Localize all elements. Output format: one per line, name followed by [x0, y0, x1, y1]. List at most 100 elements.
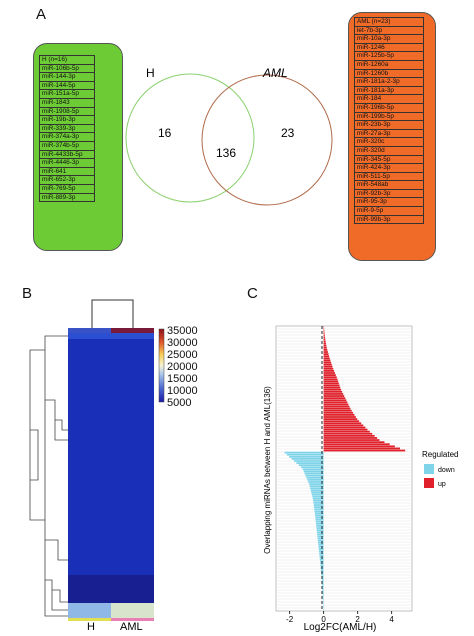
bar-up	[323, 361, 332, 364]
x-tick-label: 4	[389, 615, 394, 624]
bar-up	[323, 367, 334, 370]
bar-down	[322, 600, 324, 603]
plot-background	[275, 325, 413, 612]
bar-up	[323, 384, 340, 387]
bar-down	[316, 527, 324, 529]
log2fc-chart: -2 0 2 4 Log2FC(AML/H) Overlapping miRNAs b…	[263, 325, 458, 633]
bar-down	[323, 604, 324, 607]
bar-down	[314, 510, 324, 513]
bar-down	[296, 462, 324, 464]
bar-up	[323, 403, 349, 406]
bar-up	[323, 397, 346, 400]
h-row: miR-889-3p	[39, 192, 95, 203]
colorbar	[158, 328, 165, 403]
bar-down	[286, 453, 324, 456]
aml-row: miR-99b-3p	[354, 214, 424, 225]
venn-circle-aml	[201, 74, 333, 206]
bar-down	[317, 539, 324, 542]
bar-down	[320, 569, 324, 571]
colorbar-ticks: 35000 30000 25000 20000 15000 10000 5000	[167, 325, 198, 409]
bar-up	[323, 357, 330, 360]
bar-down	[306, 476, 324, 479]
bar-up	[323, 445, 395, 448]
bar-down	[322, 590, 324, 592]
bar-up	[323, 351, 328, 353]
bar-down	[316, 531, 324, 534]
legend-label-down: down	[438, 467, 455, 474]
bar-down	[322, 585, 324, 588]
colorbar-tick-30000: 30000	[167, 337, 198, 349]
legend-swatch-up	[424, 478, 434, 488]
bar-up	[323, 401, 348, 404]
bar-up	[323, 411, 354, 414]
bar-up	[323, 346, 327, 349]
h-mirna-name: miR-889-3p	[39, 192, 95, 203]
aml-mirna-name: miR-99b-3p	[354, 214, 424, 225]
row-dendrogram	[29, 335, 68, 617]
bar-down	[320, 564, 324, 567]
aml-unique-mirna-table: AML (n=23) let-7b-3p miR-10a-3p miR-1246 miR…	[354, 17, 424, 225]
bar-up	[323, 372, 335, 374]
bar-down	[322, 587, 324, 590]
heatmap-top-band	[68, 333, 154, 339]
bar-down	[313, 504, 324, 506]
bar-down	[308, 481, 324, 483]
x-axis-label: Log2FC(AML/H)	[304, 622, 377, 633]
heatmap-body	[68, 328, 154, 618]
bar-up	[323, 422, 362, 425]
bar-down	[305, 474, 324, 477]
bar-up	[323, 336, 325, 339]
bar-down	[321, 583, 324, 586]
column-dendrogram	[91, 299, 134, 328]
bar-up	[323, 428, 368, 431]
bar-up	[323, 355, 330, 358]
bar-up	[323, 353, 329, 356]
bar-down	[311, 491, 324, 494]
bar-up	[323, 380, 339, 383]
bar-down	[314, 506, 324, 509]
bar-up	[323, 378, 338, 381]
heatmap-panel: H AML 35000 30000 25000 20000 15000 1000…	[29, 299, 198, 633]
colorbar-tick-10000: 10000	[167, 385, 198, 397]
legend-title: Regulated	[422, 450, 458, 459]
bar-down	[315, 520, 324, 523]
heatmap-xlabel-h: H	[87, 621, 95, 633]
bar-up	[323, 344, 327, 347]
panel-label-b: B	[22, 285, 33, 302]
bar-down	[319, 558, 324, 561]
bar-down	[284, 451, 324, 454]
bar-down	[303, 470, 324, 473]
legend-swatch-down	[424, 464, 434, 474]
bar-down	[310, 489, 324, 492]
bar-down	[312, 495, 324, 498]
bar-up	[323, 388, 342, 391]
bar-up	[323, 342, 327, 345]
bar-up	[323, 407, 351, 410]
bar-down	[321, 579, 324, 582]
bar-down	[312, 497, 324, 500]
bar-down	[318, 541, 324, 544]
bar-up	[323, 449, 406, 452]
bar-down	[321, 573, 324, 576]
x-tick-label: -2	[286, 615, 294, 624]
bar-up	[323, 330, 325, 332]
bar-down	[314, 512, 324, 515]
bar-up	[323, 434, 375, 437]
bar-up	[323, 432, 373, 435]
colorbar-tick-35000: 35000	[167, 325, 198, 337]
colorbar-tick-20000: 20000	[167, 361, 198, 373]
venn-count-overlap: 136	[216, 146, 236, 160]
bar-up	[323, 443, 390, 446]
heatmap-xlabel-aml: AML	[120, 621, 143, 633]
bar-up	[323, 418, 358, 420]
bar-down	[315, 516, 324, 519]
bar-down	[317, 533, 324, 536]
bar-down	[311, 493, 324, 496]
heatmap-top-rows	[68, 328, 111, 333]
heatmap-dark-band	[68, 575, 154, 603]
venn-title-h: H	[146, 66, 155, 80]
colorbar-tick-15000: 15000	[167, 373, 198, 385]
group-bar-aml	[111, 618, 154, 621]
bar-up	[323, 359, 331, 362]
heatmap-top-rows-aml	[111, 328, 154, 333]
